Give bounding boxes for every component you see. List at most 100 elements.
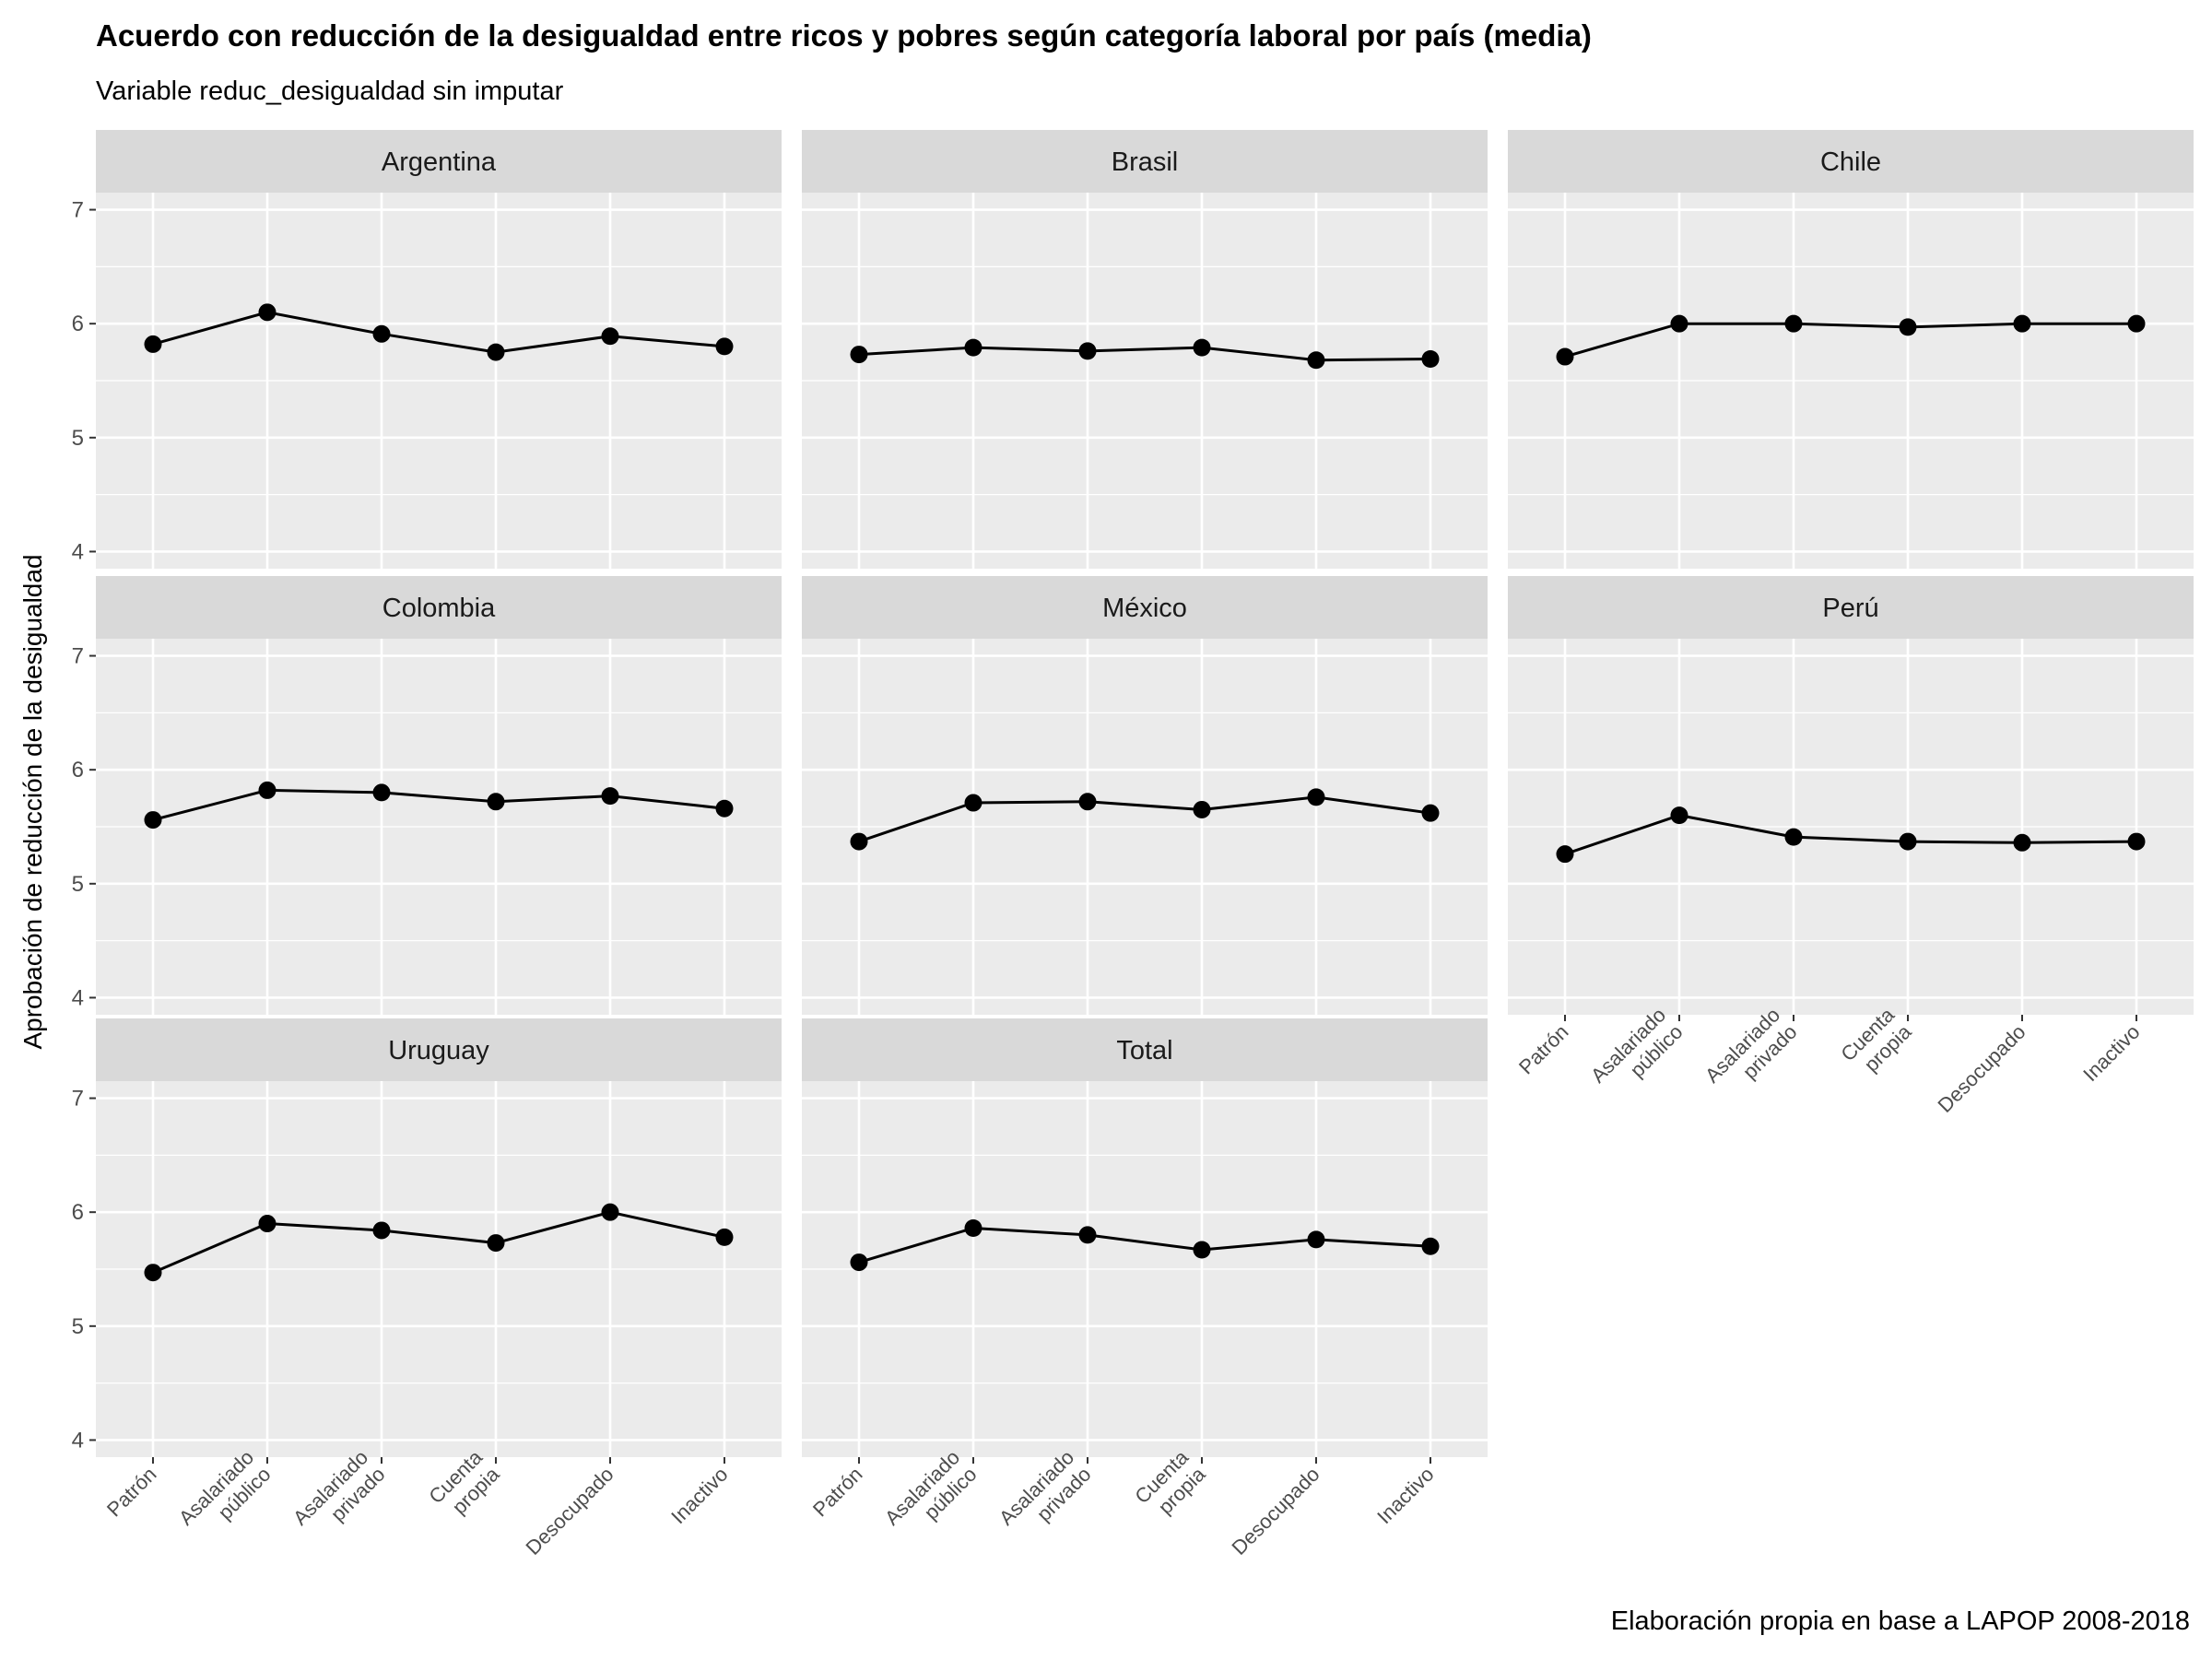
chart-subtitle: Variable reduc_desigualdad sin imputar (96, 76, 564, 106)
y-tick-label: 5 (72, 1314, 84, 1339)
data-point-peru-3 (1784, 828, 1803, 846)
data-point-peru-6 (2127, 832, 2146, 851)
y-tick-label: 5 (72, 426, 84, 451)
data-point-peru-4 (1899, 832, 1917, 851)
x-tick-label: Desocupado (521, 1463, 618, 1559)
x-tick-label: Asalariadoprivado (288, 1445, 390, 1547)
x-tick-label: Patrón (1514, 1020, 1573, 1079)
facet-strip (96, 576, 782, 639)
y-tick-label: 6 (72, 1200, 84, 1225)
data-point-total-5 (1307, 1230, 1325, 1249)
data-point-mexico-4 (1193, 800, 1211, 818)
x-tick-label: Asalariadoprivado (1700, 1003, 1802, 1104)
data-point-colombia-1 (144, 811, 162, 830)
facet-label: Perú (1822, 594, 1878, 623)
data-point-uruguay-2 (258, 1215, 276, 1233)
data-point-mexico-3 (1078, 793, 1097, 811)
facet-strip (802, 130, 1488, 193)
data-point-mexico-2 (964, 794, 982, 812)
data-point-peru-5 (2013, 833, 2031, 852)
data-point-colombia-4 (487, 793, 505, 811)
y-tick-label: 4 (72, 985, 84, 1010)
y-tick-label: 7 (72, 198, 84, 223)
facet-mexico: México (802, 576, 1488, 1015)
data-point-colombia-2 (258, 781, 276, 799)
data-point-chile-2 (1670, 314, 1688, 333)
data-point-peru-1 (1556, 845, 1574, 864)
y-tick-label: 7 (72, 644, 84, 669)
data-point-chile-5 (2013, 314, 2031, 333)
facet-argentina: Argentina 4 5 6 7 (72, 130, 782, 569)
facet-label: Colombia (382, 594, 496, 623)
data-point-uruguay-6 (715, 1228, 734, 1246)
facet-peru: Perú Patrón Asalariadopúblico Asalariadopri… (1508, 576, 2194, 1117)
facet-colombia: Colombia 4 5 6 7 (72, 576, 782, 1015)
series-line-argentina (152, 311, 725, 354)
chart-title: Acuerdo con reducción de la desigualdad … (96, 18, 1592, 53)
data-point-chile-3 (1784, 314, 1803, 333)
data-point-peru-2 (1670, 806, 1688, 825)
y-tick-label: 4 (72, 1428, 84, 1453)
y-tick-label: 6 (72, 312, 84, 336)
facet-strip (96, 1018, 782, 1081)
y-axis-label: Aprobación de reducción de la desigualda… (18, 554, 47, 1049)
data-point-brasil-2 (964, 338, 982, 357)
y-tick-label: 5 (72, 872, 84, 897)
data-point-mexico-5 (1307, 788, 1325, 806)
x-tick-label: Desocupado (1227, 1463, 1324, 1559)
x-tick-label: Asalariadoprivado (994, 1445, 1096, 1547)
data-point-brasil-4 (1193, 338, 1211, 357)
data-point-total-1 (850, 1253, 868, 1272)
series-line-uruguay (152, 1210, 725, 1275)
x-tick-label: Patrón (808, 1463, 867, 1522)
facet-strip (802, 1018, 1488, 1081)
x-tick-label: Inactivo (2078, 1020, 2144, 1086)
data-point-brasil-3 (1078, 342, 1097, 360)
y-tick-label: 7 (72, 1087, 84, 1112)
data-point-brasil-1 (850, 346, 868, 364)
data-point-brasil-5 (1307, 351, 1325, 370)
data-point-argentina-2 (258, 303, 276, 322)
x-tick-label: Inactivo (666, 1463, 732, 1528)
data-point-chile-4 (1899, 318, 1917, 336)
facet-label: México (1102, 594, 1187, 623)
data-point-colombia-6 (715, 799, 734, 818)
series-line-peru (1564, 814, 2137, 856)
data-point-argentina-6 (715, 337, 734, 356)
data-point-total-2 (964, 1218, 982, 1237)
data-point-total-6 (1421, 1237, 1440, 1255)
data-point-uruguay-4 (487, 1234, 505, 1253)
data-point-mexico-1 (850, 832, 868, 851)
facet-strip (96, 130, 782, 193)
facet-strip (1508, 576, 2194, 639)
data-point-uruguay-5 (601, 1203, 619, 1221)
data-point-total-3 (1078, 1226, 1097, 1244)
data-point-colombia-3 (372, 783, 391, 802)
facet-strip (1508, 130, 2194, 193)
facet-uruguay: Uruguay 4 5 6 7 Patrón Asalariadopúblico Asalar… (72, 1018, 782, 1559)
x-tick-label: Asalariadopúblico (174, 1445, 276, 1547)
data-point-chile-6 (2127, 314, 2146, 333)
data-point-chile-1 (1556, 347, 1574, 366)
data-point-uruguay-1 (144, 1264, 162, 1282)
y-tick-label: 4 (72, 539, 84, 564)
data-point-argentina-4 (487, 343, 505, 361)
data-point-mexico-6 (1421, 804, 1440, 822)
facet-total: Total Patrón Asalariadopúblico Asalariadopr… (802, 1018, 1488, 1559)
series-line-brasil (858, 346, 1431, 362)
data-point-argentina-1 (144, 335, 162, 353)
data-point-uruguay-3 (372, 1221, 391, 1240)
chart-caption: Elaboración propia en base a LAPOP 2008-… (1611, 1606, 2190, 1636)
facet-label: Chile (1820, 147, 1881, 177)
facet-label: Brasil (1112, 147, 1179, 177)
series-line-mexico (858, 795, 1431, 843)
x-tick-label: Desocupado (1933, 1020, 2030, 1117)
facet-strip (802, 576, 1488, 639)
facet-brasil: Brasil (802, 130, 1488, 569)
facet-chile: Chile (1508, 130, 2194, 569)
data-point-total-4 (1193, 1241, 1211, 1259)
x-tick-label: Inactivo (1372, 1463, 1438, 1528)
data-point-brasil-6 (1421, 350, 1440, 369)
series-line-total (858, 1226, 1431, 1265)
